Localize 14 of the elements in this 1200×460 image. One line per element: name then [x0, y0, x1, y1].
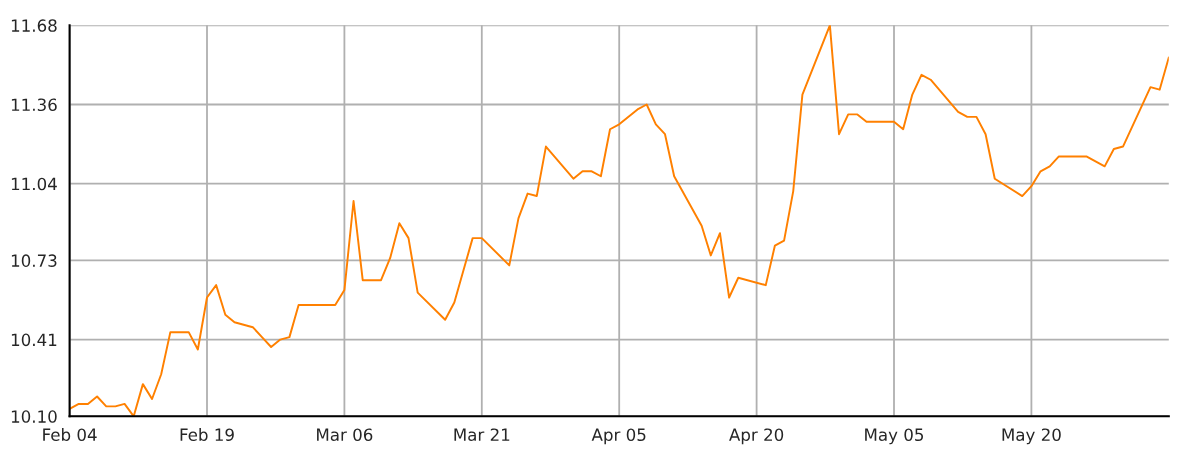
y-tick-label: 11.68: [11, 19, 57, 32]
y-tick-label: 10.41: [11, 333, 57, 347]
x-tick-label: Mar 21: [454, 428, 510, 442]
y-tick-label: 11.04: [11, 177, 57, 191]
x-tick-label: May 20: [1002, 428, 1061, 445]
x-tick-label: May 05: [865, 428, 924, 445]
y-tick-label: 11.36: [11, 98, 57, 112]
x-tick-label: Feb 19: [180, 428, 234, 442]
y-tick-label: 10.73: [11, 254, 57, 267]
x-tick-label: Mar 06: [317, 428, 373, 442]
x-tick-label: Feb 04: [43, 428, 97, 442]
x-tick-label: Apr 05: [591, 428, 646, 445]
y-tick-label: 10.10: [11, 410, 57, 423]
x-tick-label: Apr 20: [729, 428, 784, 445]
